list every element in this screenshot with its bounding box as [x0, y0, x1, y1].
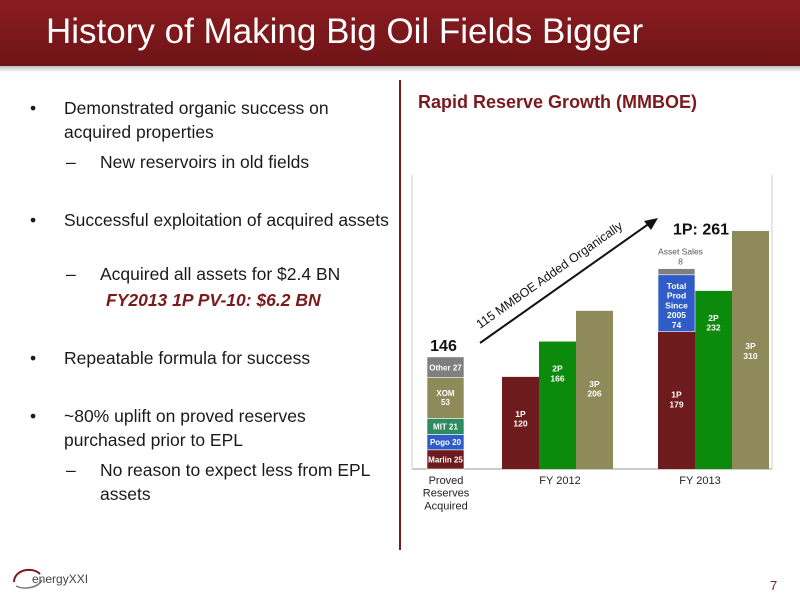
sub-bullet-text: New reservoirs in old fields: [100, 152, 310, 172]
growth-arrow-head: [644, 218, 658, 230]
pv10-highlight: FY2013 1P PV-10: $6.2 BN: [106, 290, 321, 310]
stacked-segment-bar: [657, 274, 696, 332]
reserve-bar-label: 3P 310: [743, 341, 757, 361]
acquired-segment-bar: [426, 356, 465, 378]
stacked-segment-label: Asset Sales 8: [658, 247, 703, 267]
growth-arrow-line: [479, 222, 651, 344]
sub-bullet-dash: –: [66, 152, 76, 172]
slide-header: History of Making Big Oil Fields Bigger: [0, 0, 800, 66]
bullet-text: Demonstrated organic success on acquired…: [64, 98, 329, 142]
sub-bullet-text: No reason to expect less from EPL assets: [100, 460, 370, 504]
vertical-divider: [399, 80, 401, 550]
page-number: 7: [770, 578, 778, 593]
reserve-bar: [695, 290, 732, 469]
acquired-total-label: 146: [430, 338, 457, 355]
sub-bullet-dash: –: [66, 264, 76, 284]
reserve-bar-label: 2P 232: [706, 313, 720, 333]
reserve-bar: [502, 376, 539, 469]
acquired-segment-label: XOM 53: [436, 389, 455, 407]
bullet-dot: •: [30, 348, 37, 368]
acquired-segment-label: Marlin 25: [428, 455, 463, 464]
reserve-bar: [539, 341, 576, 469]
sub-bullet-text: Acquired all assets for $2.4 BN: [100, 264, 341, 284]
reserve-bar: [658, 331, 695, 469]
acquired-segment-label: MIT 21: [433, 422, 458, 431]
stacked-segment-label: Total Prod Since 2005 74: [665, 281, 688, 330]
stacked-segment-bar: [657, 268, 696, 276]
acquired-segment-label: Pogo 20: [430, 438, 462, 447]
acquired-segment-label: Other 27: [429, 363, 462, 372]
reserve-bar-label: 1P 179: [669, 390, 683, 410]
reserve-bar: [732, 231, 769, 469]
header-shadow: [0, 66, 800, 72]
reserve-growth-chart: Marlin 25 Pogo 20 MIT 21 XOM 53 Other 27 146 1P…: [411, 175, 773, 512]
bullet-text: Successful exploitation of acquired asse…: [64, 210, 389, 230]
category-label: Proved Reserves Acquired: [423, 475, 470, 512]
chart-title: Rapid Reserve Growth (MMBOE): [418, 92, 698, 112]
reserve-bar: [576, 310, 613, 469]
reserve-bar-label: 2P 166: [550, 364, 564, 384]
category-label: FY 2013: [679, 475, 720, 487]
bullet-dot: •: [30, 98, 37, 118]
bullet-text: Repeatable formula for success: [64, 348, 311, 368]
acquired-segment-bar: [426, 377, 465, 419]
slide-title: History of Making Big Oil Fields Bigger: [46, 12, 644, 51]
fy2013-total-label: 1P: 261: [673, 222, 729, 239]
bullet-dot: •: [30, 210, 37, 230]
category-label: FY 2012: [539, 475, 580, 487]
bullet-text: ~80% uplift on proved reserves purchased…: [64, 406, 306, 450]
reserve-bar-label: 1P 120: [513, 409, 527, 429]
energy-xxi-logo: energyXXI: [13, 568, 88, 589]
reserve-bar-label: 3P 206: [587, 379, 601, 399]
logo-text: energyXXI: [32, 572, 88, 586]
bullet-dot: •: [30, 406, 37, 426]
sub-bullet-dash: –: [66, 460, 76, 480]
